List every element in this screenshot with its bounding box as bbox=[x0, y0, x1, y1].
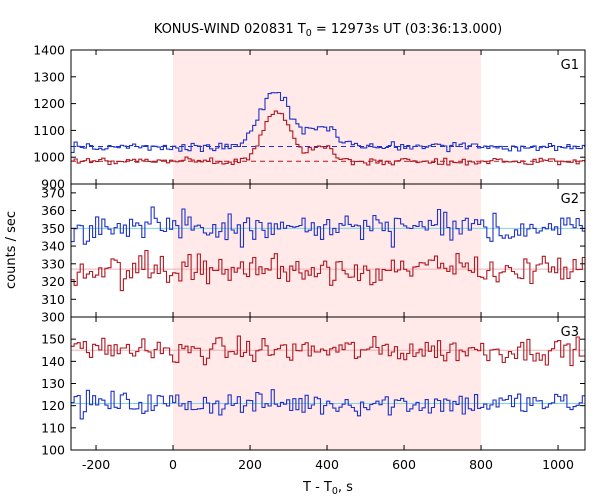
light-curve-series bbox=[71, 335, 585, 367]
y-tick-label: 1300 bbox=[33, 69, 65, 84]
y-tick-label: 310 bbox=[41, 292, 65, 307]
shaded-interval bbox=[173, 317, 482, 450]
x-tick-label: 200 bbox=[238, 457, 262, 472]
y-tick-label: 130 bbox=[41, 376, 65, 391]
y-tick-label: 1100 bbox=[33, 123, 65, 138]
light-curve-series bbox=[71, 91, 585, 153]
y-tick-label: 330 bbox=[41, 256, 65, 271]
x-tick-label: 400 bbox=[315, 457, 339, 472]
y-tick-label: 360 bbox=[41, 203, 65, 218]
shaded-interval bbox=[173, 184, 482, 317]
x-tick-label: 600 bbox=[392, 457, 416, 472]
panel-label: G1 bbox=[561, 58, 579, 73]
y-tick-label: 350 bbox=[41, 221, 65, 236]
x-tick-label: 800 bbox=[469, 457, 493, 472]
y-tick-label: 140 bbox=[41, 354, 65, 369]
panel-label: G3 bbox=[561, 325, 579, 340]
y-tick-label: 150 bbox=[41, 332, 65, 347]
panel-label: G2 bbox=[561, 192, 579, 207]
x-axis-label: T - T0, s bbox=[302, 480, 353, 497]
light-curve-series bbox=[71, 249, 585, 292]
y-tick-label: 120 bbox=[41, 398, 65, 413]
light-curve-series bbox=[71, 110, 585, 166]
y-tick-label: 110 bbox=[41, 420, 65, 435]
y-axis-label: counts / sec bbox=[4, 211, 19, 289]
shaded-interval bbox=[173, 50, 482, 184]
y-tick-label: 100 bbox=[41, 443, 65, 458]
x-tick-label: -200 bbox=[82, 457, 110, 472]
y-tick-label: 900 bbox=[41, 177, 65, 192]
y-tick-label: 1200 bbox=[33, 96, 65, 111]
light-curve-series bbox=[71, 206, 585, 248]
y-tick-label: 1400 bbox=[33, 43, 65, 58]
light-curve-series bbox=[71, 389, 585, 420]
x-tick-label: 0 bbox=[169, 457, 177, 472]
y-tick-label: 1000 bbox=[33, 150, 65, 165]
y-tick-label: 320 bbox=[41, 274, 65, 289]
x-tick-label: 1000 bbox=[542, 457, 574, 472]
y-tick-label: 300 bbox=[41, 310, 65, 325]
panel-frame bbox=[70, 316, 586, 451]
y-tick-label: 340 bbox=[41, 239, 65, 254]
y-tick-label: 370 bbox=[41, 185, 65, 200]
chart-title: KONUS-WIND 020831 T0 = 12973s UT (03:36:… bbox=[154, 22, 503, 39]
plot-area: 90010001100120013001400G1300310320330340… bbox=[33, 43, 586, 472]
